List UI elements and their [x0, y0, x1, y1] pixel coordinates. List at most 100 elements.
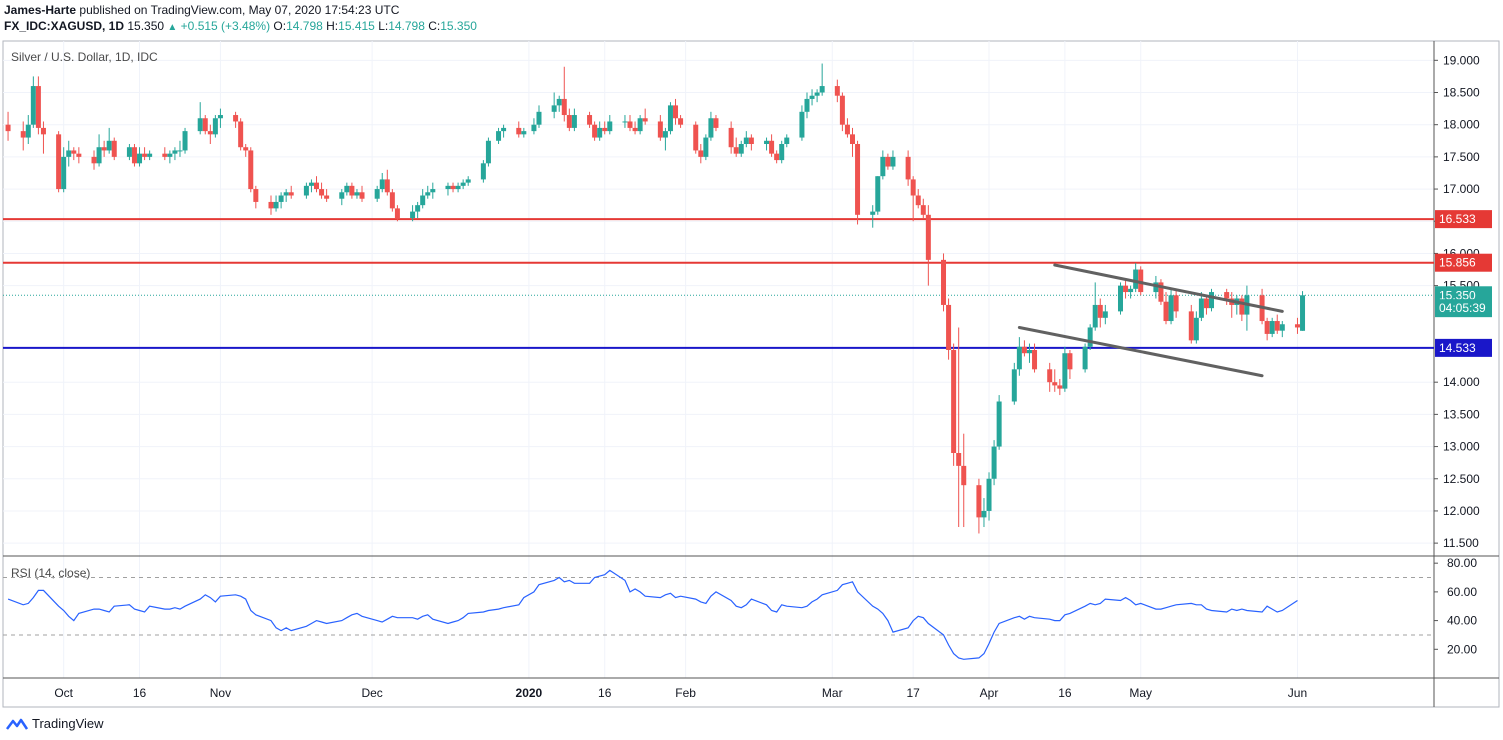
candle-body: [738, 144, 744, 154]
candle-body: [197, 118, 203, 132]
time-tick-label: 16: [1058, 686, 1072, 700]
candle-body: [1158, 282, 1164, 302]
candle-body: [147, 153, 153, 157]
candle-body: [425, 192, 431, 196]
candle-body: [61, 156, 67, 190]
footer-brand[interactable]: TradingView: [6, 716, 104, 731]
rsi-tick-label: 80.00: [1447, 556, 1477, 570]
time-tick-label: May: [1129, 686, 1152, 700]
candle-body: [1279, 324, 1285, 331]
price-tick-label: 12.000: [1443, 504, 1480, 518]
candle-body: [814, 92, 820, 96]
candle-body: [956, 453, 962, 466]
last-price: 15.350: [127, 19, 165, 33]
candle-body: [162, 153, 168, 157]
candle-body: [233, 115, 239, 122]
candle-body: [268, 201, 274, 209]
candle-body: [324, 195, 330, 199]
price-tick-label: 13.000: [1443, 440, 1480, 454]
candle-body: [880, 156, 886, 177]
candle-body: [308, 182, 314, 186]
candle-body: [561, 98, 567, 116]
candle-body: [607, 121, 613, 132]
candle-body: [1168, 295, 1174, 322]
publisher-name[interactable]: James-Harte: [4, 3, 77, 17]
candle-body: [1082, 346, 1088, 370]
resistance-price-label: 16.533: [1439, 212, 1476, 226]
candle-body: [627, 121, 633, 128]
time-tick-label: 16: [598, 686, 612, 700]
candle-body: [314, 182, 320, 190]
candle-body: [1153, 282, 1159, 293]
candle-body: [551, 105, 557, 112]
candle-body: [1087, 327, 1093, 347]
candle-body: [430, 189, 436, 193]
candle-body: [748, 137, 754, 144]
candle-body: [536, 111, 542, 125]
candle-body: [733, 147, 739, 154]
candle-body: [855, 144, 861, 215]
candle-body: [480, 163, 486, 180]
low-label: L:: [378, 19, 389, 33]
candle-body: [167, 153, 173, 157]
candle-body: [131, 147, 137, 164]
last-price-label: 15.350: [1439, 288, 1476, 302]
candle-body: [101, 147, 107, 151]
candle-body: [1026, 350, 1032, 354]
candle-body: [278, 195, 284, 202]
candle-body: [728, 127, 734, 148]
candle-body: [885, 156, 891, 167]
candle-body: [981, 510, 987, 518]
candle-body: [172, 150, 178, 154]
candle-body: [30, 86, 36, 125]
candle-body: [602, 127, 608, 132]
price-tick-label: 12.500: [1443, 472, 1480, 486]
candle-body: [212, 118, 218, 135]
channel-upper-trendline[interactable]: [1053, 263, 1284, 313]
candle-body: [450, 185, 456, 190]
candle-body: [642, 118, 648, 122]
candle-body: [389, 192, 395, 209]
candle-body: [637, 118, 643, 132]
candle-body: [303, 185, 309, 196]
candle-body: [915, 195, 921, 206]
rsi-line: [7, 569, 1298, 660]
price-tick-label: 17.500: [1443, 150, 1480, 164]
candle-body: [283, 192, 289, 196]
candle-body: [1264, 321, 1270, 334]
time-tick-label: Nov: [210, 686, 231, 700]
candle-body: [111, 140, 117, 157]
candle-body: [319, 189, 325, 196]
candle-body: [126, 147, 132, 157]
candle-body: [986, 478, 992, 511]
time-tick-label: 17: [906, 686, 920, 700]
candle-body: [374, 189, 380, 199]
candle-body: [384, 179, 390, 193]
candle-body: [66, 150, 72, 157]
support-price-label: 14.533: [1439, 341, 1476, 355]
candle-body: [1097, 304, 1103, 318]
candle-body: [1269, 321, 1275, 334]
candle-body: [394, 208, 400, 219]
candle-body: [531, 124, 537, 132]
channel-lower-trendline[interactable]: [1017, 325, 1264, 378]
candle-body: [359, 192, 365, 199]
candle-body: [910, 179, 916, 196]
candle-body: [202, 118, 208, 132]
time-tick-label: Mar: [822, 686, 843, 700]
candle-body: [339, 192, 345, 199]
candle-body: [76, 153, 82, 157]
candle-body: [1198, 298, 1204, 318]
candle-body: [870, 211, 876, 215]
candle-body: [622, 121, 628, 123]
candle-body: [566, 115, 572, 128]
low-value: 14.798: [388, 19, 425, 33]
candle-body: [1294, 324, 1300, 328]
candle-body: [743, 137, 749, 144]
candle-body: [1067, 353, 1073, 370]
candle-body: [1300, 295, 1306, 331]
open-value: 14.798: [286, 19, 323, 33]
candle-body: [460, 182, 466, 186]
candle-body: [1128, 288, 1134, 293]
